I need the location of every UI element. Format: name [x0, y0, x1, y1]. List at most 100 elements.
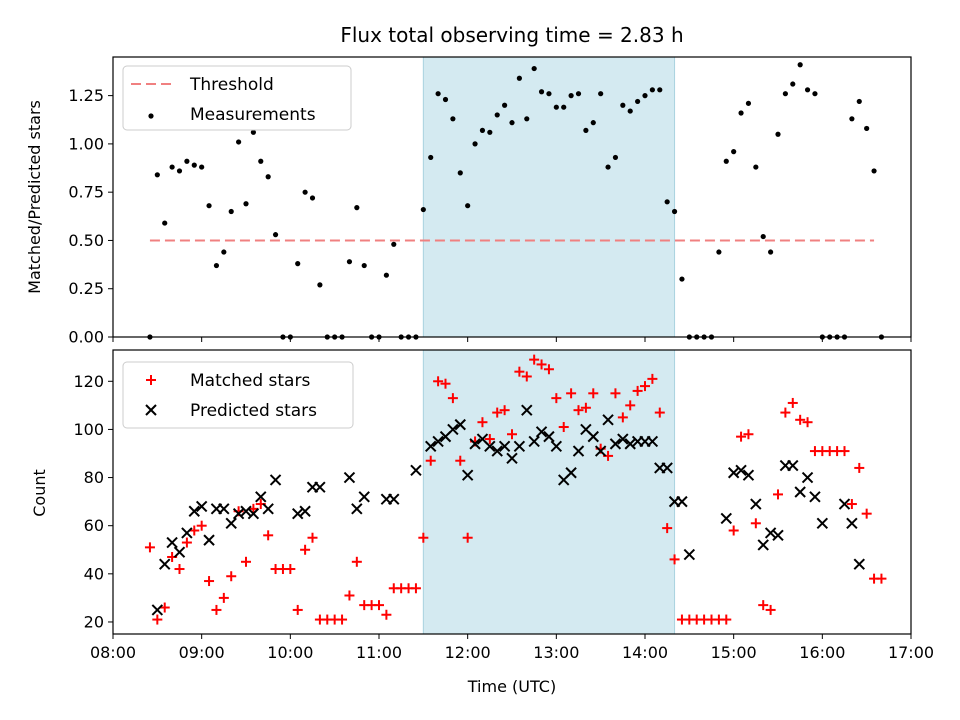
- measurement-point: [509, 120, 515, 126]
- predicted-star-point: [757, 539, 769, 551]
- matched-star-point: [263, 530, 274, 541]
- matched-star-point: [758, 600, 769, 611]
- predicted-star-point: [484, 440, 496, 452]
- measurement-point: [524, 116, 530, 122]
- measurement-point: [354, 205, 360, 211]
- matched-star-point: [647, 373, 658, 384]
- predicted-star-point: [646, 435, 659, 448]
- y-tick-label: 1.00: [68, 134, 104, 153]
- measurement-point: [169, 164, 175, 170]
- measurement-point: [391, 241, 397, 247]
- matched-star-point: [662, 523, 673, 534]
- measurement-point: [479, 127, 486, 133]
- measurement-point: [864, 125, 870, 132]
- measurement-point: [598, 91, 604, 97]
- y-tick-label: 0.75: [68, 183, 104, 202]
- measurement-point: [649, 87, 655, 93]
- predicted-star-point: [269, 474, 282, 486]
- matched-star-point: [418, 532, 429, 543]
- matched-star-point: [839, 446, 850, 457]
- predicted-star-point: [506, 452, 518, 465]
- measurement-point: [760, 233, 766, 240]
- x-axis-label: Time (UTC): [467, 677, 556, 696]
- measurement-point: [184, 158, 190, 164]
- legend-label: Matched stars: [190, 371, 310, 391]
- predicted-star-point: [521, 404, 533, 416]
- measurement-point: [383, 272, 389, 278]
- matched-star-point: [300, 544, 311, 555]
- matched-star-point: [351, 556, 362, 567]
- measurement-point: [605, 164, 611, 170]
- measurement-point: [457, 170, 463, 176]
- predicted-star-point: [454, 418, 466, 431]
- measurement-point: [635, 98, 641, 105]
- matched-star-point: [226, 571, 237, 582]
- measurement-point: [768, 249, 774, 255]
- matched-star-point: [654, 407, 665, 418]
- measurement-point: [561, 104, 567, 110]
- y-tick-label: 0.50: [68, 231, 104, 250]
- measurement-point: [309, 195, 316, 201]
- measurement-point: [723, 158, 729, 164]
- predicted-star-point: [469, 438, 481, 450]
- predicted-star-point: [846, 517, 858, 529]
- measurement-point: [516, 75, 522, 81]
- predicted-star-point: [764, 527, 777, 539]
- x-tick-label: 12:00: [445, 643, 491, 662]
- measurement-point: [856, 98, 862, 105]
- predicted-star-point: [255, 491, 267, 503]
- matched-star-point: [573, 405, 584, 416]
- measurement-point: [642, 93, 648, 99]
- measurement-point: [302, 189, 308, 195]
- measurement-point: [531, 65, 537, 72]
- matched-star-point: [447, 393, 458, 404]
- predicted-star-point: [838, 498, 851, 510]
- predicted-star-point: [594, 445, 607, 457]
- predicted-star-point: [609, 438, 622, 450]
- measurement-point: [487, 129, 493, 135]
- y-tick-label: 40: [84, 564, 104, 583]
- predicted-star-point: [410, 464, 422, 477]
- predicted-star-point: [742, 469, 755, 481]
- measurement-point: [753, 164, 759, 170]
- matched-star-point: [846, 499, 857, 510]
- predicted-star-point: [816, 517, 829, 529]
- matched-star-point: [410, 583, 421, 594]
- matched-star-point: [750, 518, 761, 529]
- measurement-point: [731, 149, 737, 155]
- matched-star-point: [514, 366, 525, 377]
- legend-box: [122, 361, 354, 429]
- matched-star-point: [580, 402, 591, 413]
- y-tick-label: 60: [84, 516, 104, 535]
- predicted-star-point: [351, 503, 363, 515]
- predicted-star-point: [203, 534, 215, 546]
- measurement-point: [346, 259, 353, 265]
- matched-star-point: [566, 388, 577, 399]
- measurement-point: [620, 102, 626, 108]
- measurement-point: [317, 282, 323, 288]
- matched-star-point: [181, 537, 192, 548]
- matched-star-point: [425, 455, 436, 466]
- predicted-star-point: [432, 435, 444, 448]
- predicted-star-point: [447, 423, 459, 436]
- matched-star-point: [292, 604, 303, 615]
- predicted-star-point: [159, 558, 171, 570]
- measurement-point: [671, 208, 678, 215]
- matched-star-point: [507, 429, 517, 440]
- predicted-star-point: [262, 503, 274, 515]
- y-tick-label: 0.00: [68, 328, 104, 347]
- predicted-star-point: [425, 440, 437, 452]
- matched-star-point: [536, 359, 547, 370]
- predicted-star-point: [461, 469, 474, 481]
- measurement-point: [250, 129, 256, 135]
- chart-title: Flux total observing time = 2.83 h: [340, 23, 683, 47]
- matched-star-point: [780, 407, 791, 418]
- y-tick-label: 120: [73, 372, 104, 391]
- measurement-point: [738, 110, 744, 116]
- matched-star-point: [861, 508, 872, 519]
- y-tick-label: 1.25: [68, 86, 104, 105]
- predicted-star-point: [343, 471, 356, 484]
- predicted-star-point: [218, 503, 230, 515]
- shaded-region: [422, 56, 676, 338]
- predicted-star-point: [314, 481, 326, 493]
